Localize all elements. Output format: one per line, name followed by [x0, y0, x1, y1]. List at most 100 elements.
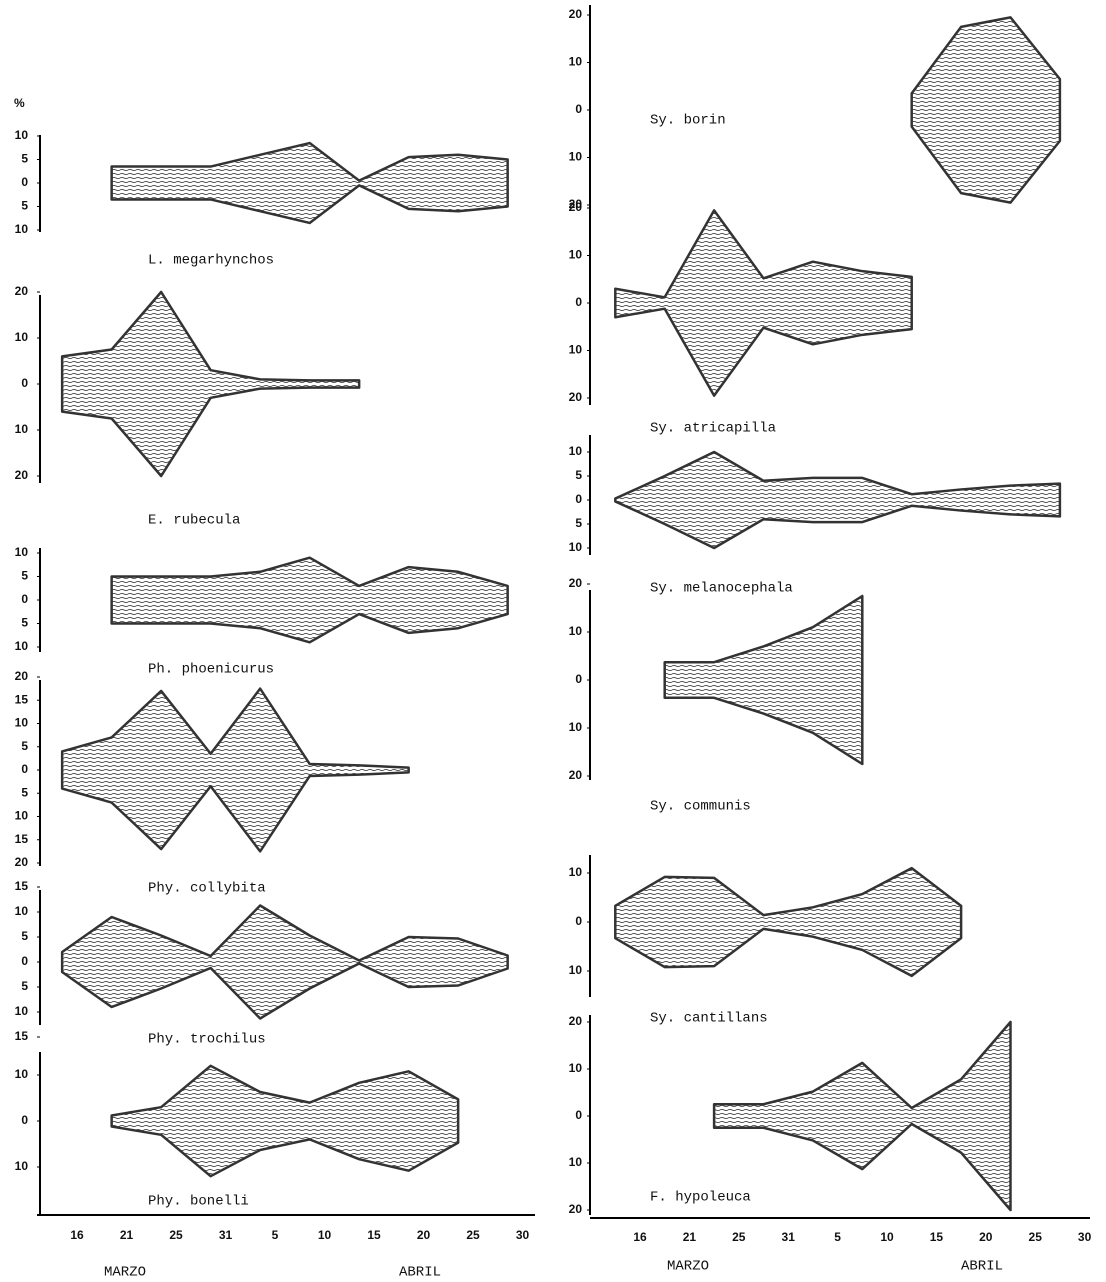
y-tick-label: 20 — [569, 576, 583, 590]
x-tick-label: 30 — [516, 1228, 530, 1242]
y-tick-label: 20 — [569, 7, 583, 21]
y-tick-label: 0 — [575, 492, 582, 506]
y-tick-label: 5 — [21, 785, 28, 799]
y-tick-label: 5 — [21, 616, 28, 630]
x-tick-label: 5 — [834, 1230, 841, 1244]
kite — [614, 209, 913, 397]
y-tick-label: 5 — [21, 569, 28, 583]
unit-label: % — [14, 96, 25, 110]
kite — [110, 141, 509, 225]
species-label: Ph. phoenicurus — [148, 662, 274, 678]
y-tick-label: 10 — [15, 422, 29, 436]
y-tick-label: 20 — [15, 855, 29, 869]
y-tick-label: 0 — [21, 175, 28, 189]
species-label: L. megarhynchos — [148, 253, 274, 269]
y-tick-label: 20 — [15, 468, 29, 482]
y-tick-label: 5 — [21, 199, 28, 213]
y-tick-label: 0 — [575, 295, 582, 309]
kite — [110, 556, 509, 644]
x-tick-label: 31 — [219, 1228, 233, 1242]
y-tick-label: 10 — [15, 809, 29, 823]
kite — [110, 1064, 460, 1178]
month-label: MARZO — [104, 1265, 146, 1281]
y-tick-label: 0 — [21, 954, 28, 968]
y-tick-label: 15 — [15, 692, 29, 706]
kite — [910, 16, 1062, 204]
y-tick-label: 20 — [569, 1202, 583, 1216]
y-tick-label: 10 — [569, 963, 583, 977]
y-tick-label: 10 — [15, 128, 29, 142]
kite — [60, 290, 361, 478]
y-tick-label: 20 — [569, 200, 583, 214]
y-tick-label: 10 — [569, 1155, 583, 1169]
y-tick-label: 10 — [569, 720, 583, 734]
x-tick-label: 25 — [466, 1228, 480, 1242]
y-tick-label: 10 — [569, 1061, 583, 1075]
x-tick-label: 16 — [70, 1228, 84, 1242]
month-label: ABRIL — [399, 1265, 441, 1281]
y-tick-label: 10 — [569, 248, 583, 262]
y-tick-label: 5 — [21, 979, 28, 993]
y-tick-label: 5 — [575, 468, 582, 482]
kite — [60, 904, 509, 1020]
x-tick-label: 25 — [1029, 1230, 1043, 1244]
y-tick-label: 10 — [15, 1067, 29, 1081]
y-tick-label: 20 — [569, 197, 583, 211]
species-label: Phy. trochilus — [148, 1032, 266, 1048]
x-tick-label: 10 — [318, 1228, 332, 1242]
x-tick-label: 25 — [169, 1228, 183, 1242]
x-tick-label: 21 — [120, 1228, 134, 1242]
x-tick-label: 21 — [683, 1230, 697, 1244]
y-tick-label: 5 — [21, 929, 28, 943]
y-tick-label: 15 — [15, 1029, 29, 1043]
y-tick-label: 10 — [15, 716, 29, 730]
species-label: Sy. communis — [650, 799, 751, 815]
y-tick-label: 0 — [21, 376, 28, 390]
y-tick-label: 0 — [21, 592, 28, 606]
kite — [60, 687, 410, 853]
y-tick-label: 5 — [21, 739, 28, 753]
y-tick-label: 15 — [15, 832, 29, 846]
y-tick-label: 10 — [569, 343, 583, 357]
y-tick-label: 10 — [15, 222, 29, 236]
y-tick-label: 0 — [21, 1113, 28, 1127]
y-tick-label: 5 — [21, 152, 28, 166]
y-tick-label: 10 — [15, 1159, 29, 1173]
y-tick-label: 20 — [569, 768, 583, 782]
y-tick-label: 5 — [575, 516, 582, 530]
species-label: E. rubecula — [148, 513, 240, 529]
x-tick-label: 16 — [633, 1230, 647, 1244]
species-label: Sy. cantillans — [650, 1011, 768, 1027]
month-label: ABRIL — [961, 1259, 1003, 1275]
kite — [614, 866, 963, 978]
y-tick-label: 0 — [21, 762, 28, 776]
y-tick-label: 10 — [569, 865, 583, 879]
kite — [663, 594, 864, 766]
x-tick-label: 30 — [1078, 1230, 1092, 1244]
x-tick-label: 20 — [417, 1228, 431, 1242]
y-tick-label: 0 — [575, 1108, 582, 1122]
y-tick-label: 10 — [569, 624, 583, 638]
species-label: Phy. bonelli — [148, 1194, 249, 1210]
y-tick-label: 10 — [15, 904, 29, 918]
y-tick-label: 20 — [569, 1014, 583, 1028]
y-tick-label: 20 — [15, 669, 29, 683]
x-tick-label: 15 — [930, 1230, 944, 1244]
y-tick-label: 0 — [575, 672, 582, 686]
y-tick-label: 10 — [15, 330, 29, 344]
x-tick-label: 31 — [782, 1230, 796, 1244]
y-tick-label: 10 — [15, 545, 29, 559]
kite — [712, 1020, 1012, 1212]
y-tick-label: 0 — [575, 102, 582, 116]
y-tick-label: 10 — [569, 55, 583, 69]
y-tick-label: 20 — [569, 390, 583, 404]
x-tick-label: 25 — [732, 1230, 746, 1244]
species-label: Sy. borin — [650, 113, 726, 129]
x-tick-label: 20 — [979, 1230, 993, 1244]
species-label: Sy. atricapilla — [650, 421, 776, 437]
x-tick-label: 5 — [272, 1228, 279, 1242]
species-label: Sy. melanocephala — [650, 581, 793, 597]
species-label: F. hypoleuca — [650, 1190, 751, 1206]
y-tick-label: 10 — [569, 150, 583, 164]
